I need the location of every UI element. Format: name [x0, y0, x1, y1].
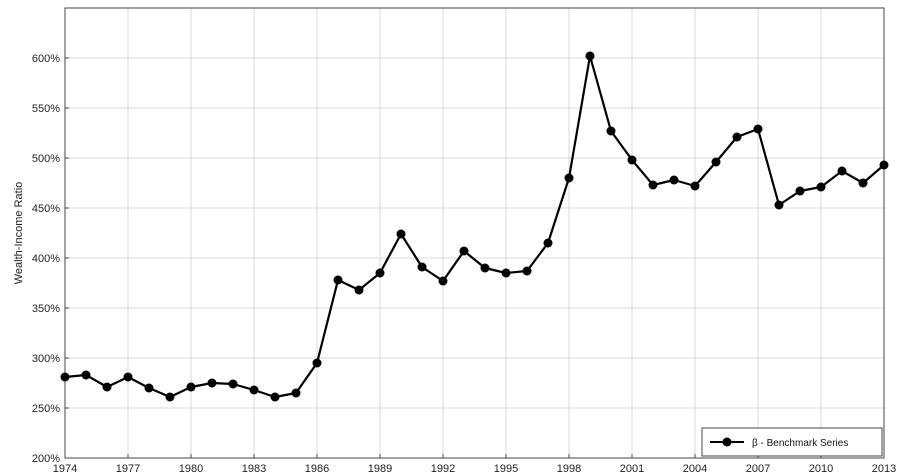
data-point	[81, 370, 91, 380]
x-tick-label: 1998	[557, 463, 581, 475]
y-tick-label: 250%	[32, 403, 60, 415]
data-point	[186, 382, 196, 392]
data-point	[480, 263, 490, 273]
data-point	[858, 178, 868, 188]
data-point	[753, 124, 763, 134]
x-tick-label: 2004	[683, 463, 707, 475]
plot-frame	[64, 7, 885, 459]
data-point	[690, 181, 700, 191]
data-point	[396, 229, 406, 239]
x-tick-label: 1995	[494, 463, 518, 475]
x-tick-label: 2001	[620, 463, 644, 475]
data-point	[711, 157, 721, 167]
data-point	[669, 175, 679, 185]
data-point	[60, 372, 70, 382]
data-point	[228, 379, 238, 389]
data-point	[627, 155, 637, 165]
legend: β - Benchmark Series	[701, 427, 883, 457]
data-point	[375, 268, 385, 278]
y-tick-label: 450%	[32, 203, 60, 215]
data-point	[354, 285, 364, 295]
x-tick-label: 1974	[53, 463, 77, 475]
data-point	[333, 275, 343, 285]
data-point	[144, 383, 154, 393]
series-line	[64, 54, 885, 399]
legend-label: β - Benchmark Series	[752, 438, 848, 449]
y-tick-label: 400%	[32, 253, 60, 265]
data-point	[459, 246, 469, 256]
data-point	[585, 51, 595, 61]
data-point	[606, 126, 616, 136]
x-tick-label: 1989	[368, 463, 392, 475]
data-point	[501, 268, 511, 278]
legend-marker-icon	[722, 437, 732, 447]
y-tick-label: 550%	[32, 103, 60, 115]
y-tick-label: 200%	[32, 453, 60, 465]
data-point	[837, 166, 847, 176]
x-tick-label: 1992	[431, 463, 455, 475]
data-point	[543, 238, 553, 248]
data-point	[249, 385, 259, 395]
data-point	[438, 276, 448, 286]
x-tick-label: 1986	[305, 463, 329, 475]
x-axis: 1974 1977 1980 1983 1986 1989 1992 1995 1998 2001…	[53, 454, 896, 475]
data-point	[732, 132, 742, 142]
data-point	[774, 200, 784, 210]
x-tick-label: 2013	[872, 463, 896, 475]
series-layer	[60, 51, 889, 402]
y-axis-title: Wealth-Income Ratio	[13, 182, 25, 285]
x-tick-label: 2010	[809, 463, 833, 475]
y-tick-label: 600%	[32, 53, 60, 65]
data-point	[795, 186, 805, 196]
data-point	[291, 388, 301, 398]
data-point	[207, 378, 217, 388]
data-point	[648, 180, 658, 190]
data-point	[123, 372, 133, 382]
y-tick-label: 300%	[32, 353, 60, 365]
data-point	[879, 160, 889, 170]
data-point	[816, 182, 826, 192]
y-tick-label: 350%	[32, 303, 60, 315]
data-point	[564, 173, 574, 183]
data-point	[102, 382, 112, 392]
x-tick-label: 2007	[746, 463, 770, 475]
data-point	[165, 392, 175, 402]
data-point	[270, 392, 280, 402]
x-tick-label: 1983	[242, 463, 266, 475]
data-point	[522, 266, 532, 276]
x-tick-label: 1977	[116, 463, 140, 475]
y-axis: 200% 250% 300% 350% 400% 450% 500% 550% 600%	[32, 53, 69, 465]
x-tick-label: 1980	[179, 463, 203, 475]
data-point	[312, 358, 322, 368]
y-tick-label: 500%	[32, 153, 60, 165]
data-point	[417, 262, 427, 272]
